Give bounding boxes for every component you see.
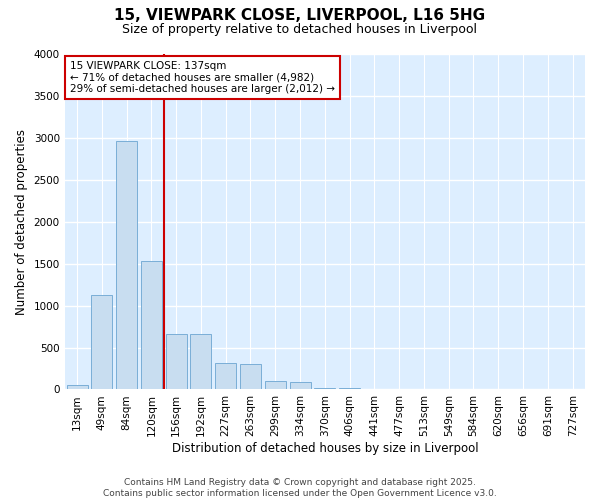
Bar bbox=[215, 364, 236, 390]
X-axis label: Distribution of detached houses by size in Liverpool: Distribution of detached houses by size … bbox=[172, 442, 478, 455]
Bar bbox=[190, 334, 211, 390]
Bar bbox=[67, 385, 88, 390]
Text: Size of property relative to detached houses in Liverpool: Size of property relative to detached ho… bbox=[122, 22, 478, 36]
Bar bbox=[166, 334, 187, 390]
Bar bbox=[141, 261, 162, 390]
Bar bbox=[91, 294, 112, 390]
Text: 15 VIEWPARK CLOSE: 137sqm
← 71% of detached houses are smaller (4,982)
29% of se: 15 VIEWPARK CLOSE: 137sqm ← 71% of detac… bbox=[70, 60, 335, 94]
Bar bbox=[339, 388, 360, 390]
Bar bbox=[240, 364, 261, 390]
Text: 15, VIEWPARK CLOSE, LIVERPOOL, L16 5HG: 15, VIEWPARK CLOSE, LIVERPOOL, L16 5HG bbox=[115, 8, 485, 22]
Bar bbox=[116, 141, 137, 390]
Bar bbox=[314, 388, 335, 390]
Y-axis label: Number of detached properties: Number of detached properties bbox=[15, 128, 28, 314]
Bar bbox=[265, 381, 286, 390]
Text: Contains HM Land Registry data © Crown copyright and database right 2025.
Contai: Contains HM Land Registry data © Crown c… bbox=[103, 478, 497, 498]
Bar bbox=[290, 382, 311, 390]
